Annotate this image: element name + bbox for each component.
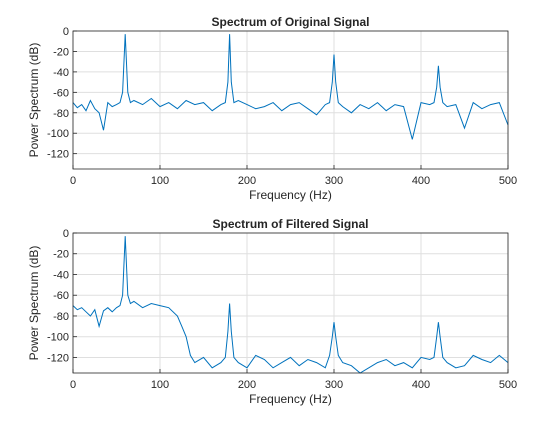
y-tick-label: -20: [53, 249, 69, 261]
x-tick-label: 100: [151, 175, 169, 187]
chart-title: Spectrum of Filtered Signal: [212, 217, 368, 231]
x-tick-label: 200: [238, 379, 256, 391]
x-tick-label: 100: [151, 379, 169, 391]
y-tick-label: -20: [53, 46, 69, 58]
y-tick-label: 0: [63, 26, 69, 38]
y-tick-label: -80: [53, 108, 69, 120]
x-tick-label: 400: [412, 175, 430, 187]
y-tick-label: -80: [53, 311, 69, 323]
x-tick-label: 400: [412, 379, 430, 391]
x-tick-label: 200: [238, 175, 256, 187]
y-tick-label: -60: [53, 87, 69, 99]
x-axis-label: Frequency (Hz): [249, 392, 332, 406]
y-tick-label: -60: [53, 290, 69, 302]
x-tick-label: 500: [499, 379, 517, 391]
x-tick-label: 500: [499, 175, 517, 187]
x-tick-label: 0: [70, 175, 76, 187]
axes-box: [72, 30, 509, 170]
spectrum-trace: [72, 236, 509, 374]
axes-box: [72, 232, 509, 374]
plot-area: [73, 31, 508, 169]
y-tick-label: -40: [53, 269, 69, 281]
spectrum-trace: [72, 34, 509, 140]
y-tick-label: 0: [63, 228, 69, 240]
x-tick-label: 300: [325, 175, 343, 187]
y-tick-label: -40: [53, 67, 69, 79]
y-tick-label: -100: [47, 332, 69, 344]
x-tick-label: 300: [325, 379, 343, 391]
top-spectrum-plot: 0 100 200 300 400 500 0 -20 -40 -60 -80 -100 -120 Spe…: [27, 15, 517, 202]
y-tick-label: -120: [47, 149, 69, 161]
y-tick-label: -100: [47, 128, 69, 140]
y-tick-label: -120: [47, 352, 69, 364]
y-axis-label: Power Spectrum (dB): [27, 246, 41, 361]
y-axis-label: Power Spectrum (dB): [27, 43, 41, 158]
bottom-spectrum-plot: 0 100 200 300 400 500 0 -20 -40 -60 -80 -100 -120 Spe…: [27, 217, 517, 406]
chart-title: Spectrum of Original Signal: [211, 15, 369, 29]
x-axis-label: Frequency (Hz): [249, 188, 332, 202]
x-tick-label: 0: [70, 379, 76, 391]
